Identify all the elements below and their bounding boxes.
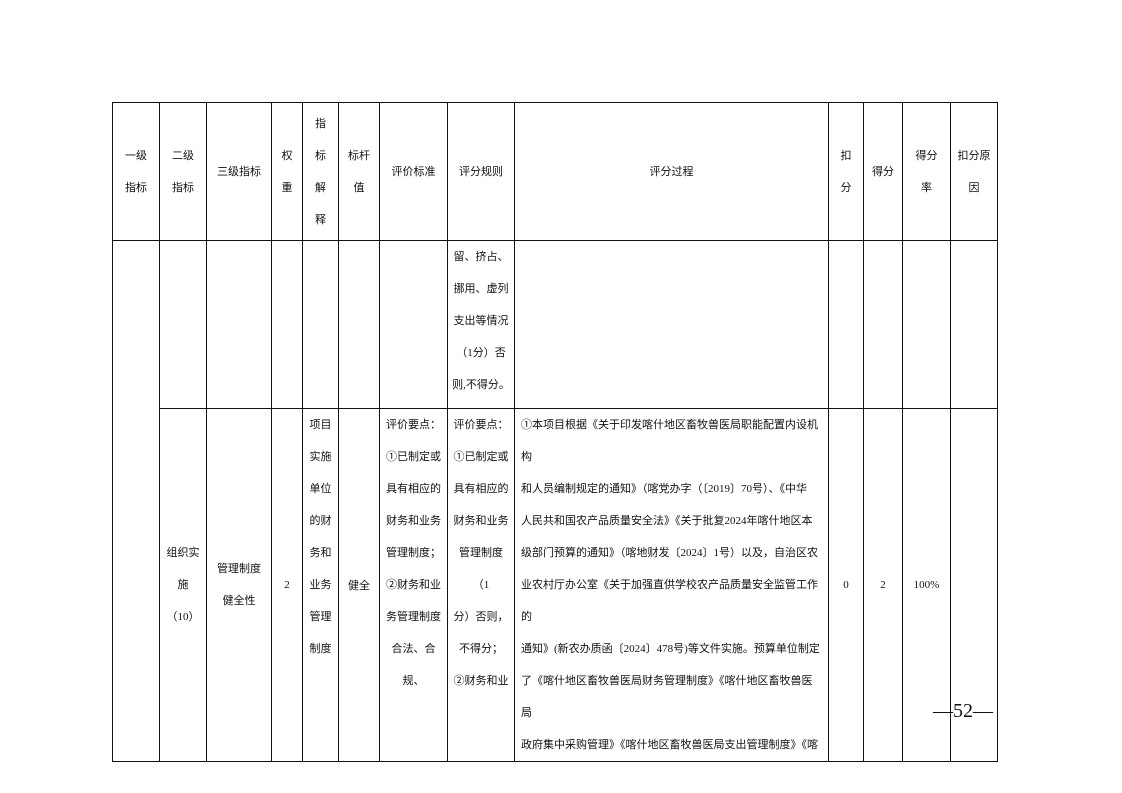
deduction-cell [828, 240, 864, 409]
rate-cell: 100% [902, 408, 951, 762]
header-score: 得分 [863, 102, 903, 241]
level2-cell [159, 240, 207, 409]
score-cell [863, 240, 903, 409]
level3-cell [206, 240, 272, 409]
rate-cell [902, 240, 951, 409]
header-level1: 一级 指标 [112, 102, 160, 241]
header-explanation: 指 标 解 释 [302, 102, 339, 241]
reason-cell [950, 408, 998, 762]
score-cell: 2 [863, 408, 903, 762]
header-level2: 二级 指标 [159, 102, 207, 241]
page-number: —52— [933, 700, 993, 722]
header-criteria: 评价标准 [379, 102, 448, 241]
reason-cell [950, 240, 998, 409]
header-rate: 得分 率 [902, 102, 951, 241]
level1-cell [112, 240, 160, 762]
table-row: 留、挤占、 挪用、虚列 支出等情况 （1分）否 则,不得分。 [112, 240, 998, 762]
header-scoring-rule: 评分规则 [447, 102, 515, 241]
benchmark-cell [338, 240, 380, 409]
weight-cell: 2 [271, 408, 303, 762]
header-process: 评分过程 [514, 102, 829, 241]
deduction-cell: 0 [828, 408, 864, 762]
header-row: 一级 指标 二级 指标 三级指标 权 重 指 标 解 释 标杆 值 评价标准 评… [112, 102, 998, 241]
header-deduction: 扣 分 [828, 102, 864, 241]
evaluation-table: 一级 指标 二级 指标 三级指标 权 重 指 标 解 释 标杆 值 评价标准 评… [112, 102, 998, 762]
benchmark-cell: 健全 [338, 408, 380, 762]
process-cell: ①本项目根据《关于印发喀什地区畜牧兽医局职能配置内设机构 和人员编制规定的通知》… [514, 408, 829, 762]
header-level3: 三级指标 [206, 102, 272, 241]
level2-cell: 组织实 施（10） [159, 408, 207, 762]
explanation-cell: 项目 实施 单位 的财 务和 业务 管理 制度 [302, 408, 339, 762]
criteria-cell [379, 240, 448, 409]
scoring-rule-cell: 留、挤占、 挪用、虚列 支出等情况 （1分）否 则,不得分。 [447, 240, 515, 409]
level3-cell: 管理制度 健全性 [206, 408, 272, 762]
header-benchmark: 标杆 值 [338, 102, 380, 241]
weight-cell [271, 240, 303, 409]
process-cell [514, 240, 829, 409]
header-weight: 权 重 [271, 102, 303, 241]
explanation-cell [302, 240, 339, 409]
header-reason: 扣分原 因 [950, 102, 998, 241]
criteria-cell: 评价要点： ①已制定或 具有相应的 财务和业务 管理制度； ②财务和业 务管理制… [379, 408, 448, 762]
table-row: 组织实 施（10） 管理制度 健全性 2 项目 实施 单位 的财 务和 业务 管… [113, 408, 998, 762]
scoring-rule-cell: 评价要点： ①已制定或 具有相应的 财务和业务 管理制度（1 分）否则， 不得分… [447, 408, 515, 762]
